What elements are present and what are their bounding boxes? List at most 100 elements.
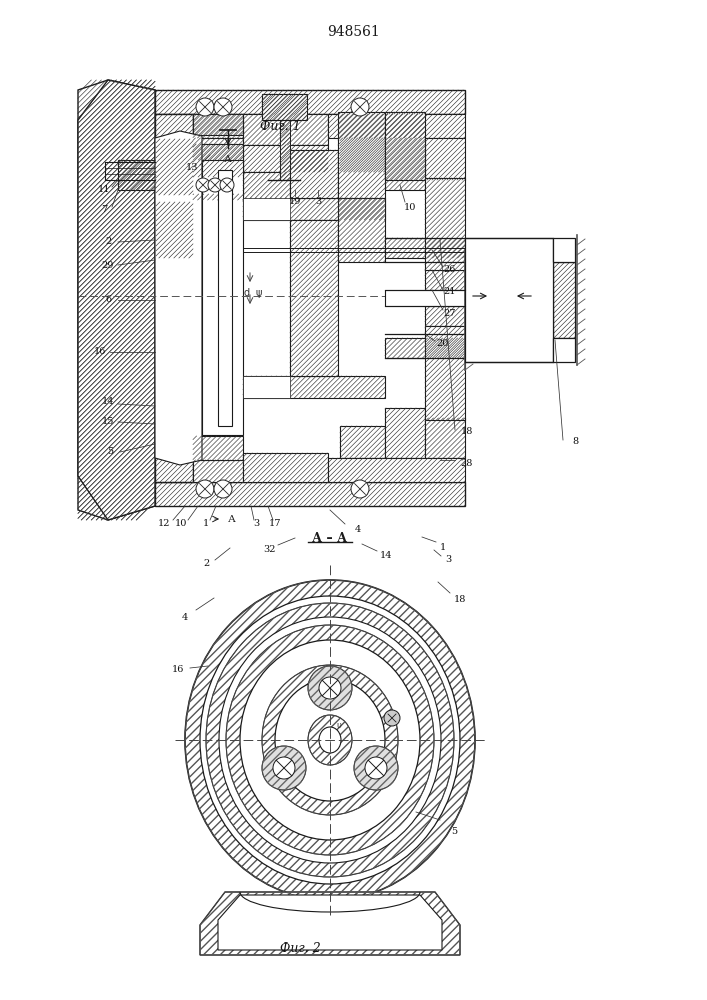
Polygon shape bbox=[193, 194, 243, 200]
Text: 4: 4 bbox=[355, 524, 361, 534]
Text: 5: 5 bbox=[451, 828, 457, 836]
Polygon shape bbox=[218, 170, 232, 426]
Text: Фиг. 1: Фиг. 1 bbox=[259, 119, 300, 132]
Polygon shape bbox=[243, 198, 290, 220]
Ellipse shape bbox=[206, 603, 454, 877]
Polygon shape bbox=[425, 270, 465, 290]
Text: υ: υ bbox=[336, 721, 341, 730]
Circle shape bbox=[196, 178, 210, 192]
Polygon shape bbox=[193, 114, 243, 138]
Polygon shape bbox=[290, 150, 338, 198]
Text: 1: 1 bbox=[203, 520, 209, 528]
Polygon shape bbox=[328, 458, 465, 482]
Polygon shape bbox=[328, 114, 465, 138]
Polygon shape bbox=[218, 895, 442, 950]
Ellipse shape bbox=[226, 625, 434, 855]
Polygon shape bbox=[385, 338, 465, 358]
Ellipse shape bbox=[219, 617, 441, 863]
Text: 20: 20 bbox=[437, 340, 449, 349]
Circle shape bbox=[354, 746, 398, 790]
Ellipse shape bbox=[275, 679, 385, 801]
Polygon shape bbox=[425, 326, 465, 420]
Circle shape bbox=[196, 480, 214, 498]
Text: 7: 7 bbox=[101, 206, 107, 215]
Polygon shape bbox=[118, 160, 156, 190]
Text: 13: 13 bbox=[186, 163, 198, 172]
Polygon shape bbox=[193, 114, 243, 135]
Text: А: А bbox=[224, 155, 232, 164]
Text: А – А: А – А bbox=[312, 532, 348, 544]
Polygon shape bbox=[155, 131, 202, 465]
Text: 5: 5 bbox=[107, 448, 113, 456]
Text: 8: 8 bbox=[572, 438, 578, 446]
Polygon shape bbox=[425, 306, 465, 326]
Circle shape bbox=[384, 710, 400, 726]
Polygon shape bbox=[156, 139, 193, 195]
Polygon shape bbox=[155, 482, 465, 506]
Text: 28: 28 bbox=[461, 460, 473, 468]
Text: 21: 21 bbox=[444, 288, 456, 296]
Text: 3: 3 bbox=[445, 556, 451, 564]
Text: 14: 14 bbox=[102, 397, 115, 406]
Text: А: А bbox=[228, 516, 236, 524]
Text: 1: 1 bbox=[440, 542, 446, 552]
Polygon shape bbox=[193, 144, 243, 177]
Polygon shape bbox=[425, 138, 465, 180]
Polygon shape bbox=[290, 220, 338, 376]
Text: 2: 2 bbox=[105, 237, 111, 246]
Polygon shape bbox=[193, 460, 243, 482]
Text: Фиг. 2: Фиг. 2 bbox=[280, 942, 320, 954]
Polygon shape bbox=[193, 436, 243, 460]
Polygon shape bbox=[78, 80, 155, 520]
Polygon shape bbox=[553, 338, 575, 362]
Ellipse shape bbox=[185, 580, 475, 900]
Polygon shape bbox=[155, 90, 465, 114]
Text: 3: 3 bbox=[253, 520, 259, 528]
Polygon shape bbox=[243, 376, 385, 398]
Text: 12: 12 bbox=[158, 520, 170, 528]
Polygon shape bbox=[385, 238, 465, 258]
Text: 3: 3 bbox=[315, 198, 321, 207]
Circle shape bbox=[351, 480, 369, 498]
Text: 10: 10 bbox=[404, 202, 416, 212]
Text: d: d bbox=[243, 288, 249, 298]
Text: 19: 19 bbox=[289, 198, 301, 207]
Polygon shape bbox=[243, 453, 328, 482]
Polygon shape bbox=[243, 114, 328, 145]
Ellipse shape bbox=[308, 715, 352, 765]
Ellipse shape bbox=[262, 665, 398, 815]
Polygon shape bbox=[243, 376, 290, 398]
Polygon shape bbox=[553, 238, 575, 262]
Polygon shape bbox=[243, 145, 328, 172]
Polygon shape bbox=[385, 138, 425, 190]
Text: 4: 4 bbox=[182, 613, 188, 622]
Polygon shape bbox=[425, 418, 465, 458]
Circle shape bbox=[196, 98, 214, 116]
Ellipse shape bbox=[319, 727, 341, 753]
Circle shape bbox=[220, 178, 234, 192]
Text: 6: 6 bbox=[105, 296, 111, 304]
Circle shape bbox=[273, 757, 295, 779]
Text: 17: 17 bbox=[269, 520, 281, 528]
Text: 29: 29 bbox=[102, 260, 115, 269]
Text: 16: 16 bbox=[172, 666, 185, 674]
Circle shape bbox=[365, 757, 387, 779]
Polygon shape bbox=[553, 262, 575, 338]
Polygon shape bbox=[340, 138, 385, 172]
Polygon shape bbox=[202, 160, 243, 435]
Polygon shape bbox=[425, 178, 465, 270]
Circle shape bbox=[319, 677, 341, 699]
Polygon shape bbox=[243, 172, 290, 200]
Text: 14: 14 bbox=[380, 552, 392, 560]
Ellipse shape bbox=[200, 596, 460, 884]
Text: 11: 11 bbox=[98, 186, 110, 194]
Polygon shape bbox=[200, 892, 460, 955]
Text: 948561: 948561 bbox=[327, 25, 380, 39]
Ellipse shape bbox=[240, 640, 420, 840]
Circle shape bbox=[214, 480, 232, 498]
Text: 16: 16 bbox=[94, 348, 106, 357]
Polygon shape bbox=[155, 114, 193, 482]
Text: 10: 10 bbox=[175, 520, 187, 528]
Polygon shape bbox=[385, 112, 425, 180]
Circle shape bbox=[262, 746, 306, 790]
